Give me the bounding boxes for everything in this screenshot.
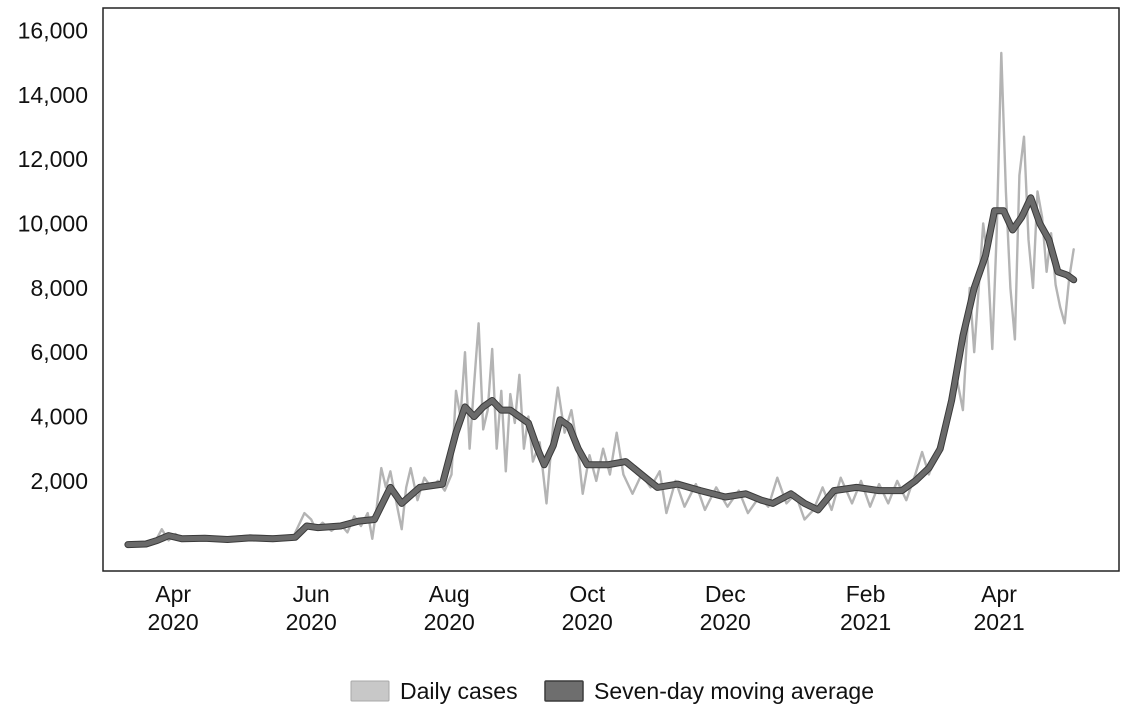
x-tick-label-year: 2020	[700, 609, 751, 635]
x-tick-label-month: Feb	[846, 581, 886, 607]
x-tick-label-year: 2020	[286, 609, 337, 635]
y-tick-label: 2,000	[30, 468, 88, 494]
legend-label-daily-cases: Daily cases	[400, 678, 518, 704]
y-axis-tick-labels: 2,000 4,000 6,000 8,000 10,000 12,000 14,000 16…	[18, 18, 88, 494]
series-line-daily-cases	[126, 51, 1075, 547]
series-line-seven-day-moving-average	[125, 195, 1077, 548]
x-tick-label-month: Aug	[429, 581, 470, 607]
x-tick-label-month: Apr	[981, 581, 1017, 607]
y-tick-label: 8,000	[30, 275, 88, 301]
series-outline-seven-day-moving-average	[124, 194, 1078, 549]
x-tick-label-year: 2020	[148, 609, 199, 635]
x-tick-label-month: Dec	[705, 581, 746, 607]
x-tick-label-year: 2020	[424, 609, 475, 635]
legend-item-moving-average: Seven-day moving average	[544, 678, 874, 704]
legend: Daily cases Seven-day moving average	[350, 678, 874, 704]
y-tick-label: 12,000	[18, 146, 88, 172]
y-tick-label: 4,000	[30, 404, 88, 430]
series-lines	[124, 51, 1078, 549]
x-tick-label-year: 2021	[973, 609, 1024, 635]
legend-label-moving-average: Seven-day moving average	[594, 678, 874, 704]
y-tick-label: 6,000	[30, 339, 88, 365]
y-tick-label: 16,000	[18, 18, 88, 44]
x-tick-label-month: Oct	[569, 581, 605, 607]
legend-swatch-moving-average	[544, 680, 584, 702]
x-axis-tick-labels: Apr2020Jun2020Aug2020Oct2020Dec2020Feb20…	[148, 581, 1025, 635]
y-tick-label: 10,000	[18, 211, 88, 237]
y-tick-label: 14,000	[18, 82, 88, 108]
plot-frame	[102, 7, 1120, 572]
legend-swatch-daily-cases	[350, 680, 390, 702]
x-tick-label-month: Apr	[155, 581, 191, 607]
x-tick-label-month: Jun	[293, 581, 330, 607]
legend-item-daily-cases: Daily cases	[350, 678, 518, 704]
x-tick-label-year: 2020	[562, 609, 613, 635]
x-tick-label-year: 2021	[840, 609, 891, 635]
